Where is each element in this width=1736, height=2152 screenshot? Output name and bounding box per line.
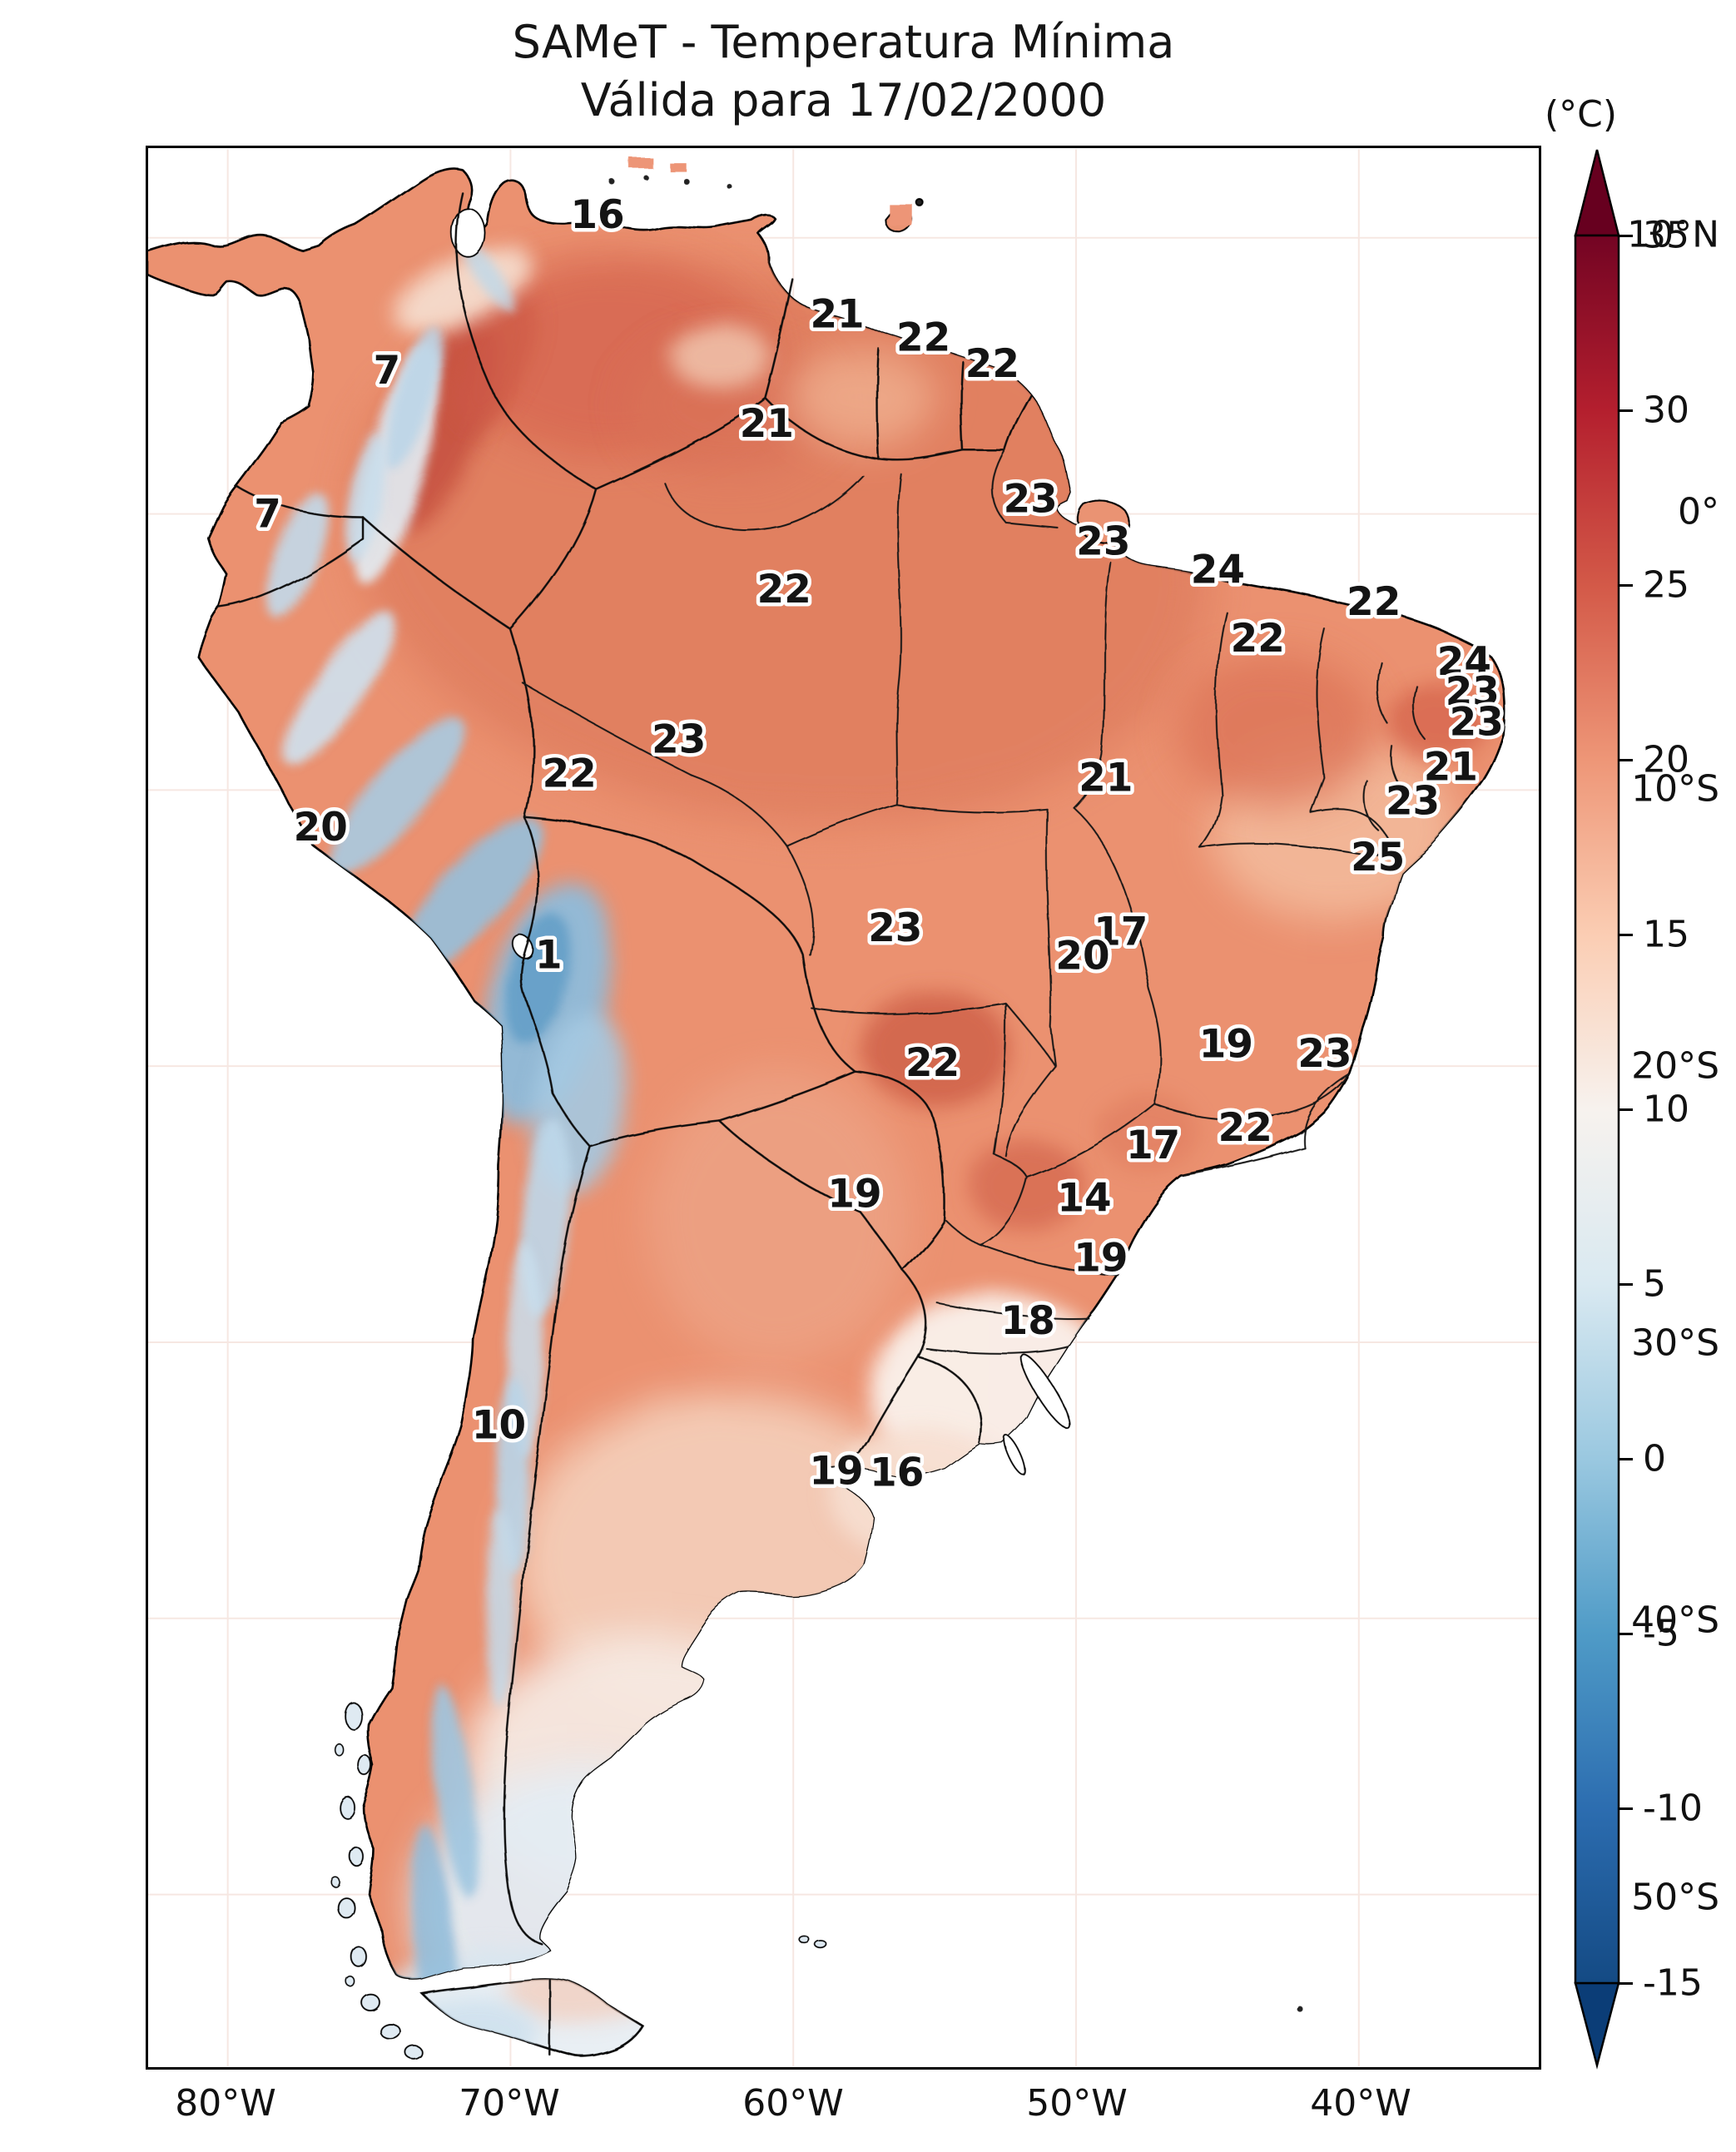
station-temperature-value: 10 — [472, 1404, 526, 1449]
colorbar-tick-label: 25 — [1643, 563, 1689, 607]
colorbar-tick-label: 5 — [1643, 1262, 1666, 1306]
station-temperature-value: 22 — [1218, 1106, 1272, 1151]
lon-tick-label: 50°W — [1026, 2082, 1128, 2125]
colorbar-tick-label: 10 — [1643, 1088, 1689, 1131]
station-temperature-value: 22 — [757, 568, 811, 612]
colorbar — [1574, 149, 1620, 2070]
country-borders — [217, 191, 1032, 2056]
station-temperature-value: 22 — [896, 315, 950, 360]
station-temperature-value: 22 — [1347, 580, 1401, 625]
station-temperature-value: 23 — [1386, 779, 1440, 824]
lat-tick-label: 20°S — [1631, 1044, 1719, 1088]
colorbar-tick-mark — [1619, 409, 1633, 412]
station-temperature-value: 23 — [1297, 1032, 1352, 1077]
colorbar-tick-mark — [1619, 1457, 1633, 1460]
colorbar-tick-mark — [1619, 1632, 1633, 1635]
station-temperature-value: 22 — [1231, 617, 1285, 662]
station-temperature-value: 23 — [652, 718, 706, 763]
lon-tick-label: 40°W — [1310, 2082, 1411, 2125]
lon-tick-label: 80°W — [175, 2082, 276, 2125]
lat-tick-label: 10°N — [1627, 213, 1719, 256]
station-temperature-value: 23 — [868, 906, 922, 951]
colorbar-tick-label: -15 — [1643, 1961, 1703, 2005]
station-temperature-value: 19 — [827, 1173, 881, 1217]
station-temperature-value: 21 — [810, 292, 864, 337]
station-temperature-value: 1 — [535, 934, 563, 979]
colorbar-tick-label: -5 — [1643, 1612, 1679, 1655]
station-temperature-value: 22 — [965, 342, 1019, 387]
lat-tick-label: 40°S — [1631, 1599, 1719, 1642]
colorbar-tick-mark — [1619, 758, 1633, 761]
colorbar-tick-mark — [1619, 1807, 1633, 1810]
station-temperature-value: 19 — [1074, 1236, 1128, 1281]
station-temperature-value: 24 — [1437, 640, 1491, 685]
colorbar-tick-mark — [1619, 583, 1633, 587]
station-temperature-value: 23 — [1450, 701, 1504, 746]
station-temperature-value: 17 — [1126, 1123, 1180, 1168]
station-temperature-value: 19 — [1199, 1022, 1253, 1067]
station-temperature-value: 22 — [543, 751, 597, 796]
station-temperature-value: 20 — [1055, 935, 1109, 979]
station-temperature-value: 21 — [1079, 756, 1133, 801]
colorbar-tick-mark — [1619, 1981, 1633, 1985]
colorbar-tick-mark — [1619, 1282, 1633, 1286]
colorbar-tick-mark — [1619, 1108, 1633, 1111]
colorbar-tick-mark — [1619, 234, 1633, 237]
station-temperature-value: 7 — [254, 493, 281, 538]
colorbar-tick-label: 0 — [1643, 1437, 1666, 1480]
station-temperature-value: 23 — [1004, 478, 1058, 523]
state-borders — [522, 449, 1426, 1354]
title-line-2: Válida para 17/02/2000 — [580, 74, 1107, 126]
lat-tick-label: 10°S — [1631, 767, 1719, 811]
station-temperature-value: 23 — [1446, 670, 1500, 715]
lat-tick-label: 30°S — [1631, 1321, 1719, 1365]
station-temperature-value: 18 — [1001, 1299, 1055, 1344]
station-temperature-value: 14 — [1057, 1177, 1111, 1222]
colorbar-tick-label: 20 — [1643, 738, 1689, 781]
station-temperature-value: 21 — [740, 402, 794, 447]
station-temperature-value: 19 — [809, 1449, 863, 1494]
station-temperature-value: 16 — [870, 1450, 924, 1495]
colorbar-tick-label: 15 — [1643, 913, 1689, 956]
figure-title: SAMeT - Temperatura Mínima Válida para 1… — [146, 13, 1541, 130]
lat-tick-label: 50°S — [1631, 1876, 1719, 1919]
station-temperature-value: 22 — [905, 1041, 960, 1086]
temperature-field — [266, 235, 1488, 1980]
station-temperature-value: 24 — [1191, 548, 1245, 593]
station-temperature-value: 23 — [1076, 519, 1130, 564]
colorbar-tick-mark — [1619, 933, 1633, 936]
lat-tick-label: 0° — [1678, 490, 1719, 533]
lon-tick-label: 70°W — [459, 2082, 560, 2125]
station-temperature-value: 21 — [1424, 745, 1478, 790]
colorbar-tick-label: 30 — [1643, 389, 1689, 432]
station-temperature-value: 17 — [1094, 910, 1148, 955]
islands — [330, 157, 1302, 2060]
station-temperature-value: 7 — [374, 349, 401, 394]
title-line-1: SAMeT - Temperatura Mínima — [512, 16, 1175, 68]
colorbar-tick-label: -10 — [1643, 1787, 1703, 1830]
lon-tick-label: 60°W — [742, 2082, 844, 2125]
station-temperature-value: 20 — [294, 806, 348, 850]
station-temperature-value: 25 — [1351, 836, 1405, 880]
map-plot-area: 16 21 22 22 7 21 7 23 23 24 22 22 22 24 23 23 23 21 22 21 23… — [146, 146, 1541, 2070]
station-temperature-value: 16 — [570, 193, 624, 238]
colorbar-unit: (°C) — [1545, 93, 1618, 136]
colorbar-tick-label: 35 — [1643, 214, 1689, 257]
